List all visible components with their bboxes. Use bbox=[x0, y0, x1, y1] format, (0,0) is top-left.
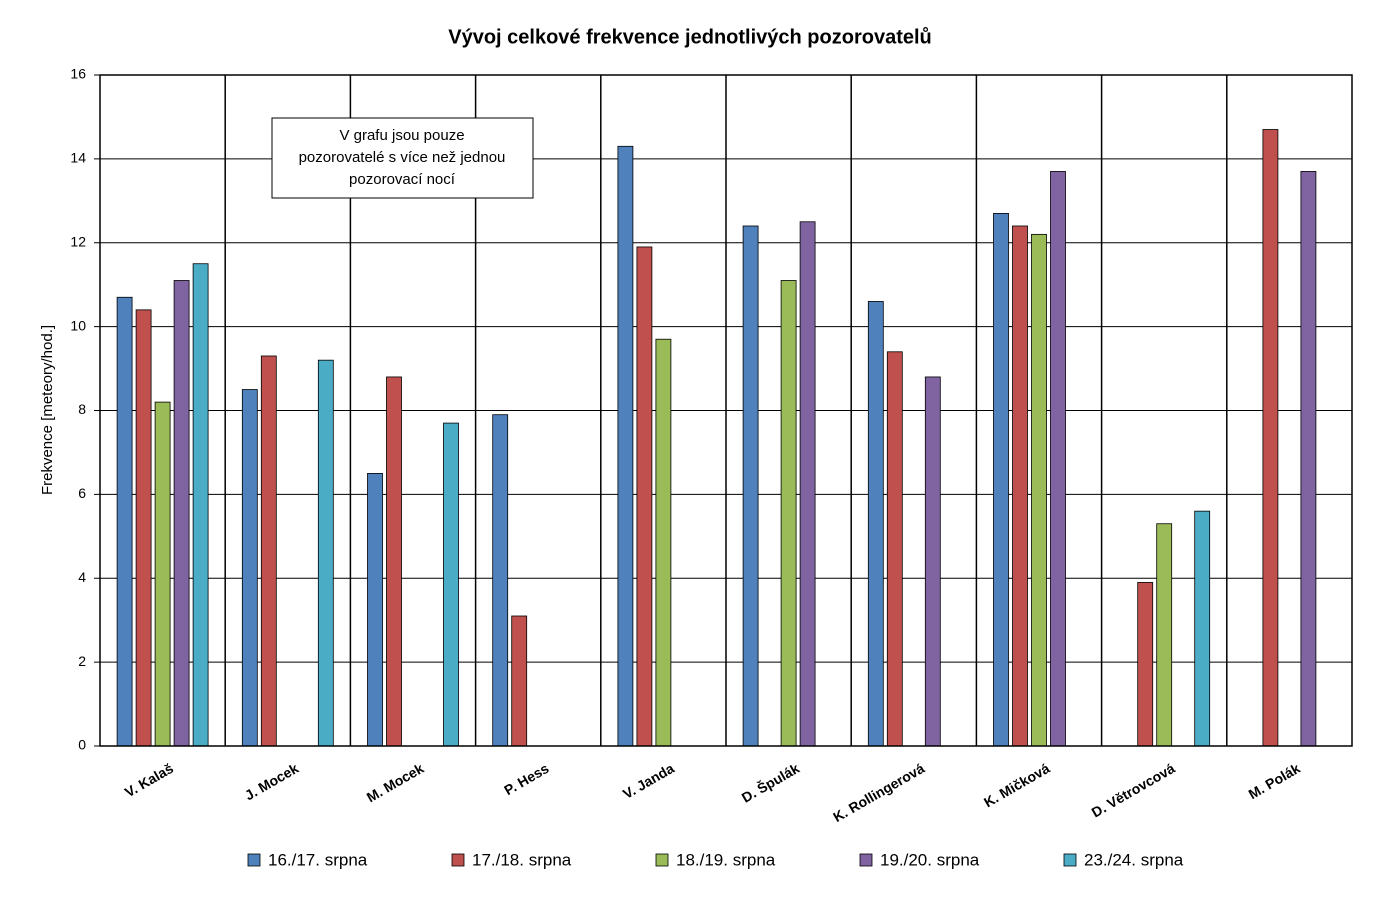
legend-label: 17./18. srpna bbox=[472, 850, 572, 869]
bar bbox=[367, 473, 383, 747]
chart-title: Vývoj celkové frekvence jednotlivých poz… bbox=[448, 26, 932, 48]
annotation-text: pozorovatelé s více než jednou bbox=[299, 149, 506, 166]
bar bbox=[1137, 582, 1154, 747]
y-tick-label: 8 bbox=[78, 401, 86, 417]
bar bbox=[799, 221, 816, 747]
y-tick-label: 12 bbox=[70, 233, 86, 249]
y-tick-label: 0 bbox=[78, 737, 86, 753]
legend-label: 18./19. srpna bbox=[676, 850, 776, 869]
bar bbox=[443, 422, 459, 747]
y-tick-label: 6 bbox=[78, 485, 86, 501]
legend-swatch bbox=[247, 853, 261, 867]
bar bbox=[511, 615, 528, 747]
annotation-text: V grafu jsou pouze bbox=[339, 127, 464, 144]
y-axis-label: Frekvence [meteory/hod.] bbox=[39, 325, 56, 495]
bar bbox=[636, 246, 653, 747]
annotation-text: pozorovací nocí bbox=[349, 171, 456, 188]
bar bbox=[241, 389, 258, 747]
bar bbox=[780, 280, 797, 747]
bar bbox=[742, 225, 759, 747]
bar bbox=[386, 376, 402, 747]
annotation-box bbox=[271, 117, 534, 199]
bar bbox=[1262, 129, 1279, 747]
bar bbox=[993, 212, 1009, 747]
bar bbox=[154, 401, 171, 747]
bar bbox=[492, 414, 509, 747]
bar bbox=[317, 359, 334, 747]
bar bbox=[192, 263, 209, 747]
bar bbox=[1012, 225, 1028, 747]
bar bbox=[260, 355, 277, 747]
bar bbox=[924, 376, 941, 747]
bar bbox=[867, 301, 884, 747]
legend-label: 19./20. srpna bbox=[880, 850, 980, 869]
y-tick-label: 14 bbox=[70, 150, 86, 166]
y-tick-label: 4 bbox=[78, 569, 86, 585]
bar bbox=[116, 296, 133, 747]
y-tick-label: 2 bbox=[78, 653, 86, 669]
bar bbox=[1194, 510, 1211, 747]
legend-swatch bbox=[1063, 853, 1077, 867]
plot-border bbox=[99, 74, 1353, 747]
bar bbox=[1300, 171, 1317, 747]
bar bbox=[1031, 233, 1047, 747]
bar bbox=[1050, 171, 1066, 747]
y-tick-label: 16 bbox=[70, 66, 86, 82]
legend-swatch bbox=[451, 853, 465, 867]
bar bbox=[655, 338, 672, 747]
bar bbox=[886, 351, 903, 747]
bar bbox=[173, 280, 190, 747]
legend-swatch bbox=[655, 853, 669, 867]
legend-swatch bbox=[859, 853, 873, 867]
bar bbox=[135, 309, 152, 747]
y-tick-label: 10 bbox=[70, 317, 86, 333]
bar bbox=[1156, 523, 1173, 747]
bar bbox=[617, 145, 634, 747]
legend-label: 16./17. srpna bbox=[268, 850, 368, 869]
legend-label: 23./24. srpna bbox=[1084, 850, 1184, 869]
